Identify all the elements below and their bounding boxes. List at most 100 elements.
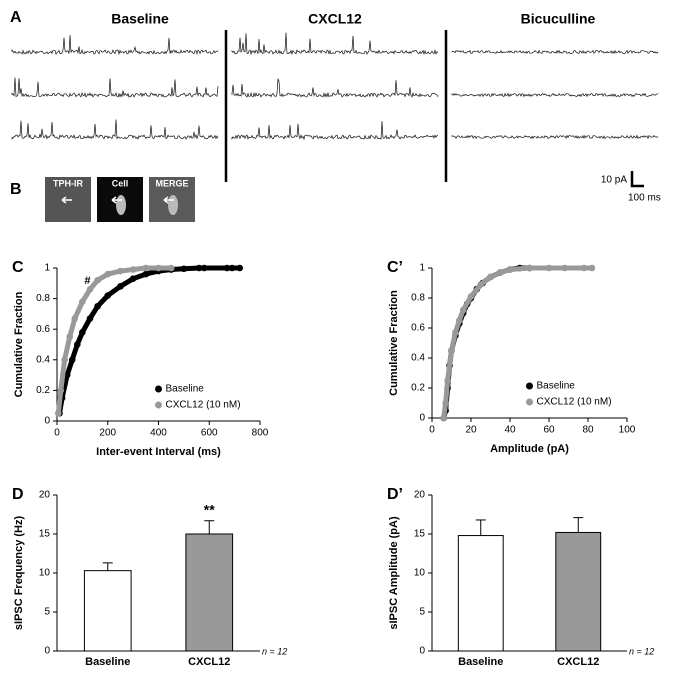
y-axis-title: sIPSC Amplitude (pA): [388, 516, 400, 630]
panel-label: D: [12, 486, 24, 503]
y-tick-label: 1: [44, 263, 50, 274]
point: [440, 414, 448, 422]
point: [142, 264, 150, 272]
point: [104, 270, 112, 278]
y-tick-label: 0: [44, 646, 50, 657]
point: [195, 264, 203, 272]
x-tick-label: 100: [619, 425, 636, 436]
y-axis-title: Cumulative Fraction: [388, 290, 400, 396]
point: [117, 267, 124, 275]
point: [223, 264, 231, 272]
point: [228, 264, 236, 272]
point: [142, 270, 150, 278]
image-label: MERGE: [155, 178, 188, 188]
point: [79, 298, 86, 305]
x-tick-label: 600: [201, 428, 218, 439]
legend-label: Baseline: [166, 384, 205, 395]
arrow: [61, 196, 174, 204]
panel-label: B: [10, 181, 22, 198]
image-label: TPH-IR: [53, 178, 83, 188]
trace: [451, 49, 659, 55]
point: [236, 264, 243, 272]
point: [79, 328, 86, 336]
point: [588, 264, 596, 272]
point: [448, 347, 455, 354]
annotation: #: [84, 275, 90, 287]
trace: [451, 134, 659, 140]
x-tick-label: 800: [252, 428, 269, 439]
y-axis-title: Cumulative Fraction: [13, 291, 25, 397]
x-tick-label: 60: [543, 425, 555, 436]
y-tick-label: 1: [419, 263, 425, 274]
y-tick-label: 0.8: [411, 293, 425, 304]
point: [561, 264, 568, 272]
point: [129, 266, 137, 273]
point: [86, 286, 94, 293]
y-tick-label: 5: [419, 607, 425, 618]
point: [94, 276, 101, 284]
legend-marker: [155, 401, 162, 409]
point: [117, 283, 124, 290]
scale-label: 100 ms: [628, 193, 661, 204]
point: [444, 377, 451, 384]
x-tick-label: 0: [54, 428, 60, 439]
point: [526, 264, 533, 272]
y-tick-label: 5: [44, 607, 50, 618]
panel-label: D’: [387, 486, 403, 503]
point: [545, 264, 553, 272]
x-tick-label: 80: [582, 425, 594, 436]
point: [94, 302, 101, 310]
bar: [457, 535, 504, 652]
trace: [451, 92, 659, 98]
note: n = 12: [629, 646, 654, 656]
scale-bar: [630, 171, 644, 188]
note: n = 12: [262, 646, 287, 656]
condition-label: Bicuculline: [521, 11, 596, 27]
panel-label: A: [10, 9, 22, 26]
x-tick-label: 20: [465, 425, 477, 436]
point: [496, 269, 504, 276]
image-label: Cell: [112, 178, 129, 188]
x-tick-label: Baseline: [458, 656, 503, 668]
traces: [11, 32, 659, 141]
y-tick-label: 0.6: [411, 323, 425, 334]
point: [456, 317, 463, 324]
y-tick-label: 0.2: [411, 383, 425, 394]
y-tick-label: 0.4: [36, 354, 50, 365]
point: [167, 264, 175, 272]
cell-shape: [116, 195, 126, 215]
y-tick-label: 20: [39, 490, 51, 501]
y-axis-title: sIPSC Frequency (Hz): [13, 516, 25, 631]
y-tick-label: 0.6: [36, 324, 50, 335]
cell-shape: [168, 195, 178, 215]
point: [66, 333, 73, 341]
curve: [441, 265, 530, 419]
y-tick-label: 10: [414, 568, 426, 579]
point: [104, 292, 112, 299]
condition-label: CXCL12: [308, 11, 362, 27]
trace: [11, 119, 219, 140]
point: [68, 356, 76, 364]
trace: [231, 32, 439, 56]
y-tick-label: 0.8: [36, 293, 50, 304]
panel-label: C’: [387, 259, 403, 276]
point: [71, 315, 79, 322]
point: [452, 329, 459, 336]
x-tick-label: CXCL12: [557, 656, 599, 668]
curve: [441, 265, 592, 419]
y-tick-label: 0: [44, 416, 50, 427]
x-tick-label: 200: [99, 428, 116, 439]
legend-marker: [155, 385, 162, 393]
y-tick-label: 0: [419, 646, 425, 657]
legend-marker: [526, 382, 533, 390]
point: [459, 306, 467, 314]
scale-label: 10 pA: [601, 175, 627, 186]
x-tick-label: 40: [504, 425, 516, 436]
point: [54, 410, 62, 417]
bar: [555, 531, 602, 652]
y-tick-label: 0: [419, 413, 425, 424]
point: [487, 273, 494, 281]
bar: [83, 570, 132, 652]
point: [467, 293, 475, 300]
